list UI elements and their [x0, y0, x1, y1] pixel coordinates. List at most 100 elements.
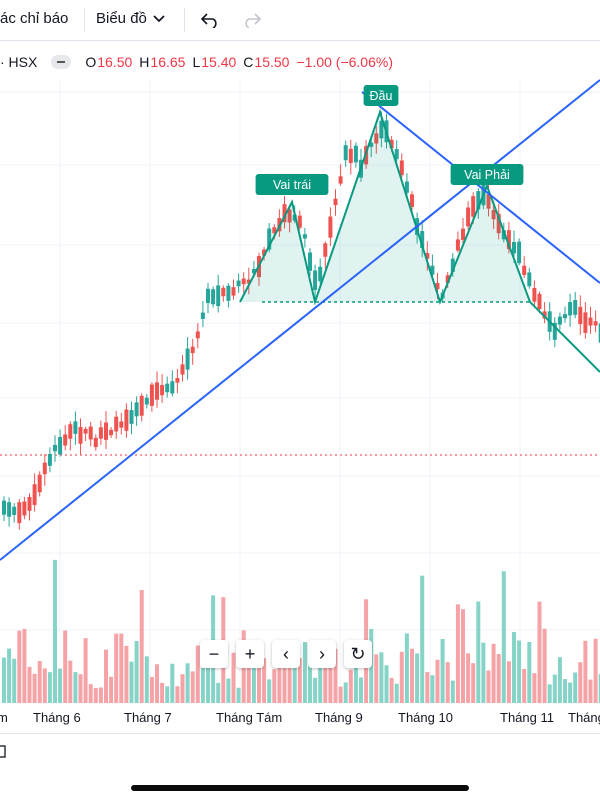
pattern-line	[239, 108, 600, 373]
candle-body	[190, 346, 195, 354]
volume-bar	[481, 642, 486, 703]
candle-body	[583, 312, 588, 333]
candle-body	[517, 241, 522, 264]
zoom-in-button[interactable]: +	[236, 640, 264, 668]
volume-bar	[440, 639, 445, 703]
candle-body	[532, 287, 537, 302]
candle-body	[267, 228, 272, 250]
volume-bar	[557, 657, 562, 703]
candle-body	[563, 314, 567, 319]
candle-body	[313, 270, 318, 291]
volume-bar	[134, 641, 139, 703]
candle-body	[206, 288, 210, 304]
volume-bar	[318, 661, 323, 703]
redo-icon[interactable]	[240, 8, 264, 32]
candle-body	[53, 444, 57, 452]
candle-body	[425, 253, 430, 259]
volume-bar	[185, 663, 190, 703]
volume-bar	[17, 630, 22, 703]
candle-body	[430, 265, 435, 275]
candle-body	[241, 278, 246, 285]
volume-bar	[547, 684, 552, 703]
volume-bar	[496, 654, 501, 703]
high-value: 16.65	[150, 54, 186, 70]
scroll-left-button[interactable]: ‹	[272, 640, 300, 668]
candle-body	[512, 242, 516, 254]
candle-body	[374, 133, 379, 144]
volume-bar	[532, 673, 537, 703]
volume-bar	[573, 672, 578, 703]
zoom-controls: − + ‹ › ↻	[200, 640, 372, 668]
volume-bar	[522, 668, 527, 703]
candle-body	[343, 145, 348, 161]
volume-bar	[333, 648, 338, 703]
volume-bar	[527, 641, 532, 703]
candle-body	[506, 230, 511, 249]
candle-body	[17, 502, 22, 524]
top-toolbar: ác chỉ báo Biểu đồ	[0, 0, 600, 41]
volume-bar	[476, 601, 481, 703]
chevron-down-icon	[153, 14, 165, 22]
volume-bar	[149, 676, 154, 703]
volume-bar	[73, 672, 78, 703]
candle-body	[93, 437, 98, 448]
volume-bar	[37, 660, 42, 703]
time-axis-label: m	[0, 710, 8, 725]
volume-bar	[114, 633, 119, 703]
hide-series-icon[interactable]	[51, 55, 72, 69]
candle-body	[22, 501, 27, 516]
calendar-icon[interactable]	[0, 744, 6, 758]
head-and-shoulders-pattern	[0, 79, 600, 561]
volume-bar	[231, 652, 236, 703]
candle-body	[287, 209, 292, 223]
volume-bar	[160, 682, 165, 703]
volume-bar	[68, 660, 73, 703]
volume-bar	[272, 669, 277, 703]
candle-body	[272, 227, 277, 234]
candle-body	[139, 395, 144, 416]
head-label-bg	[363, 85, 399, 106]
volume-bar	[486, 670, 491, 703]
volume-bar	[175, 686, 180, 703]
volume-bar	[501, 571, 506, 703]
candle-body	[104, 422, 108, 440]
volume-bar	[384, 665, 389, 703]
volume-bar	[236, 687, 241, 703]
high-key: H	[139, 54, 150, 70]
candle-body	[348, 148, 353, 163]
pattern-labels: Vai trái Đầu Vai Phải	[255, 85, 524, 195]
candle-body	[404, 181, 409, 193]
reset-chart-button[interactable]: ↻	[344, 640, 372, 668]
candle-body	[37, 474, 42, 493]
volume-bar	[282, 660, 287, 703]
volume-bar	[277, 643, 282, 703]
candle-body	[119, 421, 124, 428]
low-key: L	[192, 54, 201, 70]
symbol-label[interactable]: · HSX	[0, 54, 38, 70]
chart-type-button[interactable]: Biểu đồ	[96, 10, 165, 27]
volume-bar	[420, 575, 425, 703]
candle-body	[27, 496, 32, 511]
scroll-right-button[interactable]: ›	[308, 640, 336, 668]
volume-bar	[124, 645, 129, 703]
indicators-button[interactable]: ác chỉ báo	[0, 10, 69, 27]
candle-body	[180, 364, 185, 375]
price-chart[interactable]: Vai trái Đầu Vai Phải	[0, 40, 600, 708]
candle-body	[109, 429, 114, 436]
change-value: −1.00 (−6.06%)	[296, 54, 393, 70]
candle-body	[129, 410, 134, 424]
volume-bar	[313, 677, 318, 703]
volume-bar	[109, 676, 114, 703]
volume-bar	[246, 642, 251, 703]
candle-body	[557, 316, 562, 325]
undo-icon[interactable]	[198, 8, 222, 32]
volume-bar	[7, 648, 12, 703]
volume-bar	[27, 666, 32, 703]
candle-body	[83, 428, 88, 434]
candle-body	[246, 279, 251, 284]
volume-bar	[445, 662, 450, 703]
volume-bar	[415, 653, 420, 703]
volume-bar	[195, 645, 200, 703]
zoom-out-button[interactable]: −	[200, 640, 228, 668]
candle-body	[471, 196, 476, 217]
